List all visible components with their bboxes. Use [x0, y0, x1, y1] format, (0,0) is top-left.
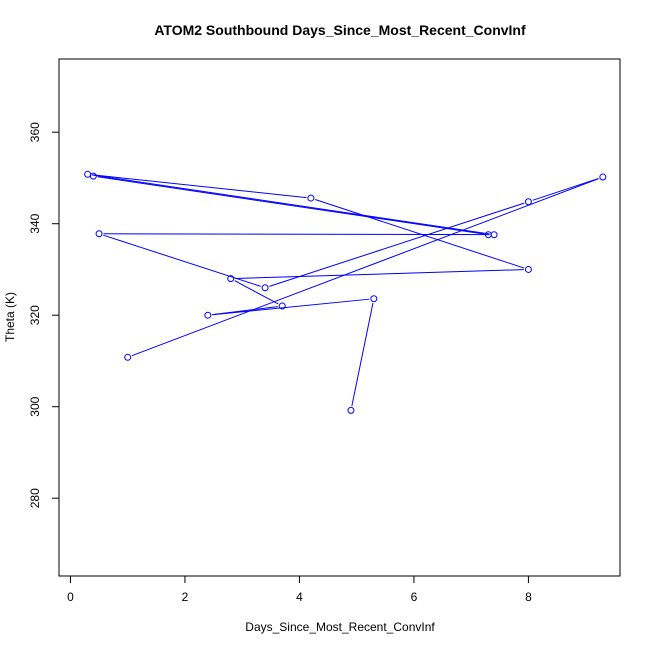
x-axis: 0 2 4 6 8	[67, 575, 532, 604]
x-tick-label: 2	[182, 590, 189, 604]
data-point	[204, 311, 212, 319]
y-axis-label: Theta (K)	[3, 292, 17, 342]
chart-title: ATOM2 Southbound Days_Since_Most_Recent_…	[154, 22, 526, 38]
x-tick-label: 4	[296, 590, 303, 604]
data-point	[524, 265, 532, 273]
series-layer	[84, 170, 607, 414]
series-segment	[103, 233, 490, 236]
x-tick-label: 8	[525, 590, 532, 604]
data-point	[484, 231, 492, 239]
series-segment	[97, 176, 484, 235]
data-point	[278, 302, 286, 310]
series-segment	[212, 306, 278, 316]
series-segment	[351, 303, 374, 407]
y-tick-label: 300	[28, 396, 42, 416]
series-segment	[269, 202, 525, 287]
series-segment	[234, 280, 279, 305]
x-tick-label: 6	[411, 590, 418, 604]
data-point	[370, 295, 378, 303]
y-axis: 280 300 320 340 360	[28, 122, 60, 508]
data-point	[89, 172, 97, 180]
data-point	[227, 275, 235, 283]
data-point	[84, 170, 92, 178]
x-axis-label: Days_Since_Most_Recent_ConvInf	[245, 620, 435, 634]
series-segment	[212, 298, 370, 316]
y-tick-label: 320	[28, 305, 42, 325]
series-segment	[314, 199, 525, 269]
data-point	[599, 173, 607, 181]
y-tick-label: 280	[28, 488, 42, 508]
data-point	[347, 406, 355, 414]
plot-frame	[58, 58, 621, 577]
x-tick-label: 0	[67, 590, 74, 604]
series-segment	[92, 174, 307, 199]
series-segment	[235, 269, 524, 279]
data-point	[307, 194, 315, 202]
data-point	[490, 231, 498, 239]
data-point	[95, 230, 103, 238]
series-segment	[532, 177, 599, 201]
y-tick-label: 360	[28, 122, 42, 142]
data-point	[124, 353, 132, 361]
series-segment	[92, 174, 490, 235]
y-tick-label: 340	[28, 213, 42, 233]
data-point	[261, 284, 269, 292]
series-segment	[103, 234, 261, 287]
data-point	[524, 198, 532, 206]
series-segment	[131, 178, 599, 357]
